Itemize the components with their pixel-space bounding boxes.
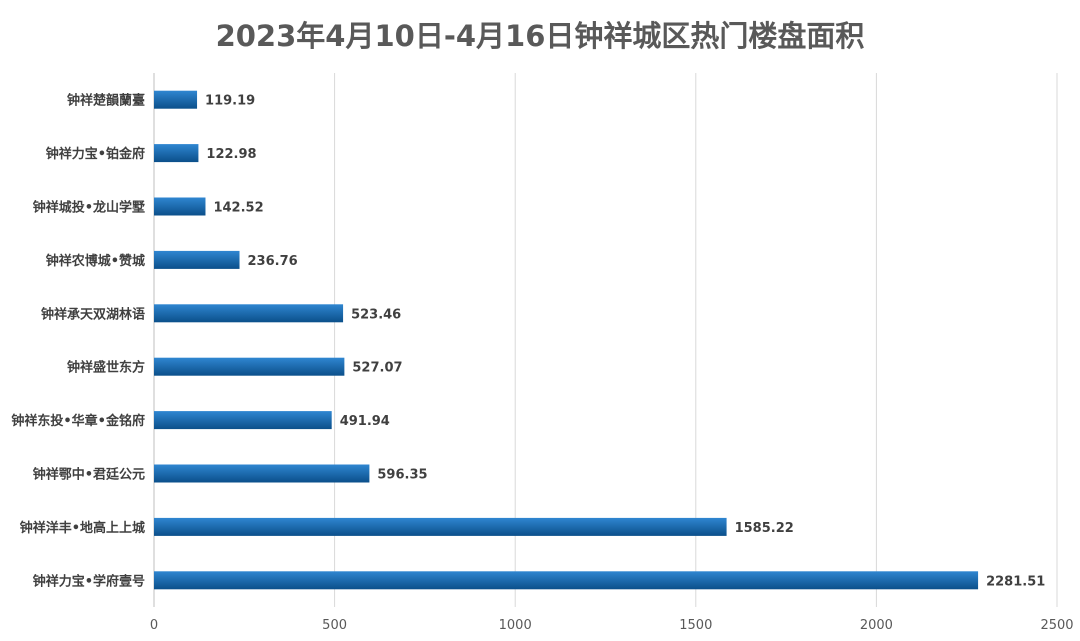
x-tick-label: 1000	[499, 618, 532, 633]
bar	[154, 571, 979, 590]
category-label: 钟祥东投•华章•金铭府	[11, 413, 145, 429]
data-label: 119.19	[205, 94, 255, 109]
y-axis-categories: 钟祥楚韻蘭臺钟祥力宝•铂金府钟祥城投•龙山学墅钟祥农博城•赞城钟祥承天双湖林语钟…	[11, 93, 145, 590]
category-label: 钟祥力宝•铂金府	[46, 146, 145, 162]
category-label: 钟祥鄂中•君廷公元	[33, 467, 145, 483]
data-label: 142.52	[213, 201, 263, 216]
category-label: 钟祥盛世东方	[67, 360, 145, 376]
category-label: 钟祥承天双湖林语	[41, 306, 145, 322]
data-label: 527.07	[352, 361, 402, 376]
bars	[154, 90, 979, 590]
data-label: 1585.22	[735, 521, 794, 536]
bar	[154, 517, 727, 536]
category-label: 钟祥洋丰•地高上上城	[20, 520, 145, 536]
bar	[154, 250, 240, 269]
bar	[154, 144, 199, 163]
bar	[154, 464, 370, 483]
category-label: 钟祥城投•龙山学墅	[33, 200, 145, 216]
bar	[154, 197, 206, 216]
category-label: 钟祥力宝•学府壹号	[33, 573, 145, 589]
x-tick-label: 2500	[1040, 618, 1073, 633]
category-label: 钟祥农博城•赞城	[46, 253, 145, 269]
data-label: 236.76	[248, 254, 298, 269]
x-tick-label: 500	[322, 618, 347, 633]
bar	[154, 411, 332, 430]
data-label: 122.98	[206, 147, 256, 162]
x-axis-ticks: 0 500 1000 1500 2000 2500	[150, 618, 1074, 633]
x-tick-label: 1500	[679, 618, 712, 633]
bar	[154, 90, 198, 109]
data-labels: 119.19 122.98 142.52 236.76 523.46 527.07 491.…	[205, 94, 1045, 590]
chart-title: 2023年4月10日-4月16日钟祥城区热门楼盘面积	[216, 19, 865, 53]
bar	[154, 304, 344, 323]
x-tick-label: 0	[150, 618, 158, 633]
bar	[154, 357, 345, 376]
category-label: 钟祥楚韻蘭臺	[67, 93, 145, 109]
data-label: 596.35	[377, 468, 427, 483]
data-label: 523.46	[351, 307, 401, 322]
data-label: 2281.51	[986, 574, 1045, 589]
data-label: 491.94	[340, 414, 390, 429]
x-tick-label: 2000	[860, 618, 893, 633]
